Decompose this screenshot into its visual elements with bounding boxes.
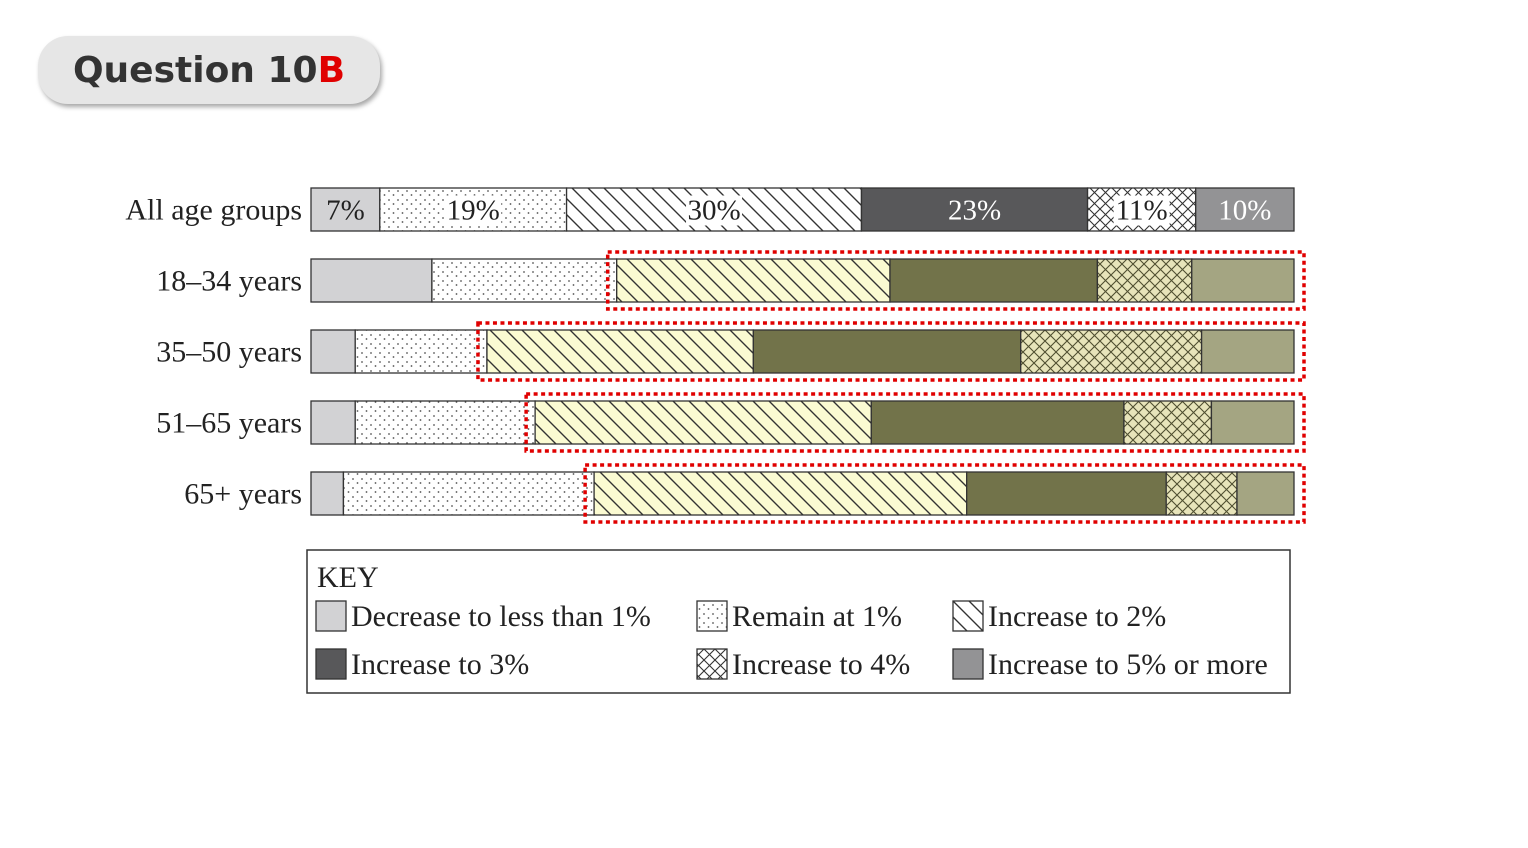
data-label-increase-to-2: 30%: [687, 195, 740, 227]
data-label-increase-to-5-or-more: 10%: [1218, 195, 1271, 227]
data-label-backdrop: [445, 195, 502, 226]
bar-segment-65-years-increase-to-3: [966, 471, 1167, 516]
row-label-51-65-years: 51–65 years: [156, 407, 302, 440]
legend-swatch-increase-to-4: [696, 648, 728, 680]
legend-label-increase-to-5-or-more: Increase to 5% or more: [988, 648, 1268, 681]
bar-segment-18-34-years-increase-to-5-or-more: [1191, 258, 1295, 303]
bar-segment-35-50-years-increase-to-5-or-more: [1200, 329, 1295, 374]
bar-segment-65-years-increase-to-4: [1165, 471, 1238, 516]
bar-segment-65-years-increase-to-2: [593, 471, 968, 516]
legend-swatch-increase-to-5-or-more: [952, 648, 984, 680]
bar-segment-35-50-years-increase-to-4: [1020, 329, 1203, 374]
bar-segment-51-65-years-increase-to-5-or-more: [1210, 400, 1295, 445]
legend-title: KEY: [317, 561, 379, 594]
data-label-backdrop: [1113, 195, 1170, 226]
data-label-remain-at-1: 19%: [447, 195, 500, 227]
bar-segment-35-50-years-remain-at-1: [354, 329, 488, 374]
bar-segment-18-34-years-decrease-to-less-than-1: [310, 258, 433, 303]
question-title-text: Question 10: [72, 49, 318, 91]
bar-segment-35-50-years-increase-to-3: [752, 329, 1022, 374]
data-label-increase-to-3: 23%: [948, 195, 1001, 227]
legend-swatch-increase-to-3: [315, 648, 347, 680]
legend-label-decrease-to-less-than-1: Decrease to less than 1%: [351, 600, 651, 633]
bar-segment-51-65-years-remain-at-1: [354, 400, 536, 445]
legend-label-increase-to-4: Increase to 4%: [732, 648, 910, 681]
row-label-18-34-years: 18–34 years: [156, 265, 302, 298]
legend-label-increase-to-3: Increase to 3%: [351, 648, 529, 681]
highlight-box-51-65-years: [524, 392, 1306, 453]
bar-segment-65-years-increase-to-5-or-more: [1236, 471, 1295, 516]
legend-swatch-decrease-to-less-than-1: [315, 600, 347, 632]
legend-box: [306, 549, 1291, 694]
bar-segment-65-years-decrease-to-less-than-1: [310, 471, 345, 516]
bar-segment-18-34-years-remain-at-1: [431, 258, 618, 303]
bar-segment-51-65-years-increase-to-4: [1123, 400, 1213, 445]
bar-segment-65-years-remain-at-1: [342, 471, 595, 516]
highlight-box-18-34-years: [605, 250, 1306, 311]
bar-segment-51-65-years-increase-to-2: [534, 400, 872, 445]
bar-segment-35-50-years-increase-to-2: [486, 329, 755, 374]
bar-segment-all-age-groups-increase-to-3: [860, 187, 1089, 232]
data-label-increase-to-4: 11%: [1116, 195, 1168, 227]
legend-swatch-remain-at-1: [696, 600, 728, 632]
data-label-backdrop: [686, 195, 743, 226]
data-label-decrease-to-less-than-1: 7%: [326, 195, 365, 227]
legend-label-increase-to-2: Increase to 2%: [988, 600, 1166, 633]
question-title-badge: Question 10 B: [38, 36, 380, 104]
bar-segment-51-65-years-decrease-to-less-than-1: [310, 400, 356, 445]
row-label-all-age-groups: All age groups: [125, 194, 302, 227]
bar-segment-all-age-groups-increase-to-5-or-more: [1195, 187, 1295, 232]
legend-label-remain-at-1: Remain at 1%: [732, 600, 902, 633]
row-label-65-years: 65+ years: [184, 478, 302, 511]
bar-segment-51-65-years-increase-to-3: [870, 400, 1125, 445]
bar-segment-35-50-years-decrease-to-less-than-1: [310, 329, 356, 374]
question-title-accent: B: [317, 49, 346, 91]
highlight-box-65-years: [583, 463, 1306, 524]
row-label-35-50-years: 35–50 years: [156, 336, 302, 369]
legend-swatch-increase-to-2: [952, 600, 984, 632]
bar-segment-18-34-years-increase-to-4: [1096, 258, 1193, 303]
highlight-box-35-50-years: [476, 321, 1306, 382]
bar-segment-18-34-years-increase-to-2: [616, 258, 891, 303]
bar-segment-18-34-years-increase-to-3: [889, 258, 1099, 303]
